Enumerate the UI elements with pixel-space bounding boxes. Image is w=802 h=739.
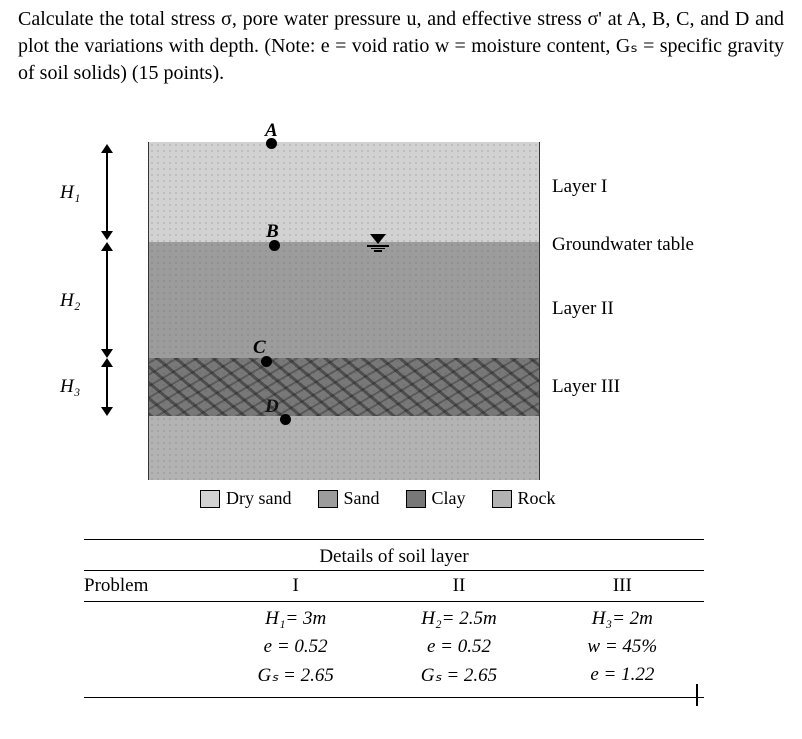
groundwater-mark-icon — [366, 234, 390, 252]
soil-diagram: H₁ H₂ H₃ A B C D — [82, 128, 702, 498]
r2c1: e = 0.52 — [214, 636, 377, 658]
th-col1: I — [214, 575, 377, 597]
r2c2: e = 0.52 — [377, 636, 540, 658]
table-title: Details of soil layer — [84, 546, 704, 568]
legend-dry-sand: Dry sand — [226, 488, 292, 509]
dim-h1: H₁ — [96, 144, 126, 240]
r2c3: w = 45% — [541, 636, 704, 658]
r3c3: e = 1.22 — [541, 664, 704, 687]
dim-h2: H₂ — [96, 242, 126, 358]
th-col3: III — [541, 575, 704, 597]
side-layer3: Layer III — [552, 376, 620, 398]
dim-h1-label: H₁ — [60, 182, 80, 204]
swatch-rock — [492, 490, 512, 508]
r3c2: Gₛ = 2.65 — [377, 664, 540, 687]
legend-sand: Sand — [344, 488, 380, 509]
swatch-dry-sand — [200, 490, 220, 508]
r3c1: Gₛ = 2.65 — [214, 664, 377, 687]
legend-clay: Clay — [432, 488, 466, 509]
soil-details-table: Details of soil layer Problem I II III H… — [84, 535, 704, 702]
dimension-column: H₁ H₂ H₃ — [96, 142, 126, 416]
layer-2-sand — [148, 242, 540, 358]
problem-statement: Calculate the total stress σ, pore water… — [18, 6, 784, 87]
layer-3-clay — [148, 358, 540, 416]
point-c-dot — [261, 356, 272, 367]
legend: Dry sand Sand Clay Rock — [200, 488, 556, 509]
r1c2: H₂= 2.5m — [377, 608, 540, 630]
side-gwt: Groundwater table — [552, 234, 694, 256]
th-col2: II — [377, 575, 540, 597]
r1c3: H₃= 2m — [541, 608, 704, 630]
dim-h2-label: H₂ — [60, 290, 80, 312]
dim-h3-label: H₃ — [60, 376, 80, 398]
side-layer1: Layer I — [552, 176, 607, 198]
text-cursor-icon — [696, 684, 698, 706]
legend-rock: Rock — [518, 488, 556, 509]
swatch-clay — [406, 490, 426, 508]
point-b-dot — [269, 240, 280, 251]
layer-1-dry-sand — [148, 142, 540, 242]
point-a-dot — [266, 138, 277, 149]
r1c1: H₁= 3m — [214, 608, 377, 630]
point-d-dot — [280, 414, 291, 425]
th-problem: Problem — [84, 575, 214, 597]
layer-rock — [148, 416, 540, 480]
swatch-sand — [318, 490, 338, 508]
side-layer2: Layer II — [552, 298, 614, 320]
dim-h3: H₃ — [96, 358, 126, 416]
point-d-label: D — [265, 396, 279, 418]
